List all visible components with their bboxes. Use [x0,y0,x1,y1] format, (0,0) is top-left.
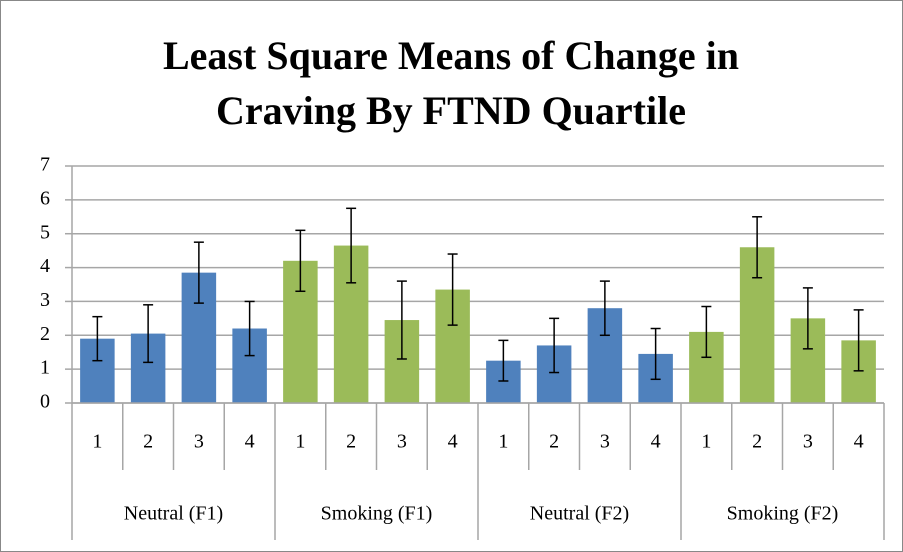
group-label: Neutral (F1) [124,503,223,525]
x-tick-label: 1 [295,431,305,453]
x-tick-label: 1 [498,431,508,453]
x-tick-label: 2 [143,431,153,453]
x-tick-label: 2 [346,431,356,453]
y-tick-label: 4 [40,255,50,277]
y-tick-label: 3 [40,289,50,311]
y-tick-label: 0 [40,391,50,413]
x-tick-label: 1 [92,431,102,453]
x-tick-label: 4 [854,431,864,453]
y-tick-label: 7 [40,154,50,176]
x-tick-label: 4 [651,431,661,453]
x-tick-label: 3 [803,431,813,453]
chart-title: Least Square Means of Change in Craving … [163,33,739,133]
y-tick-label: 5 [40,221,50,243]
x-tick-label: 3 [397,431,407,453]
x-tick-label: 2 [752,431,762,453]
y-tick-label: 1 [40,357,50,379]
x-tick-label: 3 [600,431,610,453]
x-tick-label: 4 [245,431,255,453]
group-label: Smoking (F1) [321,503,433,525]
x-tick-label: 2 [549,431,559,453]
x-tick-label: 1 [701,431,711,453]
y-tick-label: 6 [40,187,50,209]
group-label: Neutral (F2) [530,503,629,525]
y-tick-label: 2 [40,323,50,345]
group-label: Smoking (F2) [727,503,839,525]
x-tick-label: 4 [448,431,458,453]
x-tick-label: 3 [194,431,204,453]
